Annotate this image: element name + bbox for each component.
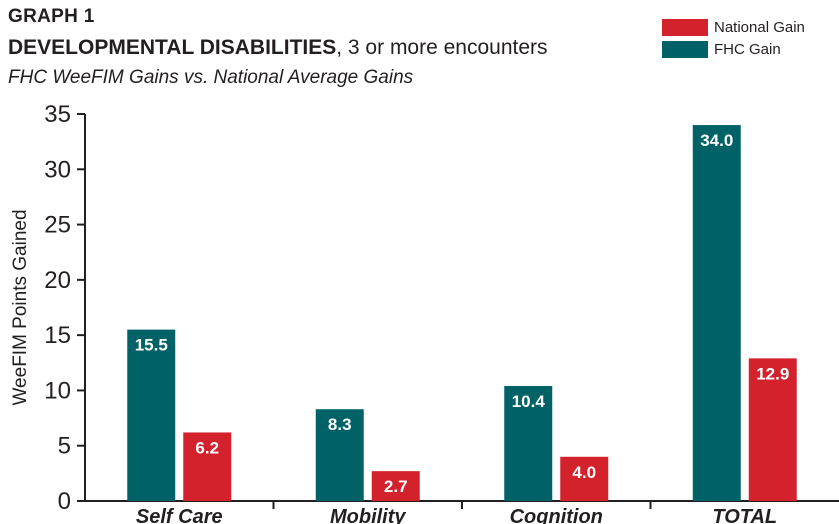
data-label-fhc-gain: 34.0 xyxy=(700,131,733,150)
data-label-national-gain: 2.7 xyxy=(384,477,408,496)
chart-title: DEVELOPMENTAL DISABILITIES, 3 or more en… xyxy=(8,36,548,60)
data-label-national-gain: 12.9 xyxy=(756,364,789,383)
y-tick-label: 15 xyxy=(44,322,71,349)
x-category-label: Self Care xyxy=(136,506,223,524)
legend-swatch-fhc xyxy=(662,40,708,58)
chart-title-rest: , 3 or more encounters xyxy=(336,36,548,59)
legend-item-fhc: FHC Gain xyxy=(662,39,805,59)
legend-item-national: National Gain xyxy=(662,17,805,37)
bar-fhc-gain xyxy=(692,125,741,502)
graph-label: GRAPH 1 xyxy=(8,6,95,27)
bar-fhc-gain xyxy=(315,409,364,501)
y-axis-title: WeeFIM Points Gained xyxy=(10,209,31,405)
bar-national-gain xyxy=(560,456,609,501)
y-tick-label: 20 xyxy=(44,267,71,294)
x-category-label: Mobility xyxy=(330,506,406,524)
data-label-national-gain: 4.0 xyxy=(572,463,596,482)
data-label-fhc-gain: 10.4 xyxy=(512,392,546,411)
y-tick-label: 25 xyxy=(44,212,71,239)
chart-subtitle: FHC WeeFIM Gains vs. National Average Ga… xyxy=(8,67,414,88)
legend-label-national: National Gain xyxy=(714,18,805,36)
y-tick-label: 10 xyxy=(44,377,71,404)
x-category-label: Cognition xyxy=(510,506,603,524)
chart-title-bold: DEVELOPMENTAL DISABILITIES xyxy=(8,36,337,59)
data-label-fhc-gain: 15.5 xyxy=(135,336,168,355)
legend-swatch-national xyxy=(662,18,708,36)
x-category-label: TOTAL xyxy=(712,506,777,524)
y-tick-label: 30 xyxy=(44,156,71,183)
y-tick-label: 35 xyxy=(44,101,71,128)
y-tick-label: 0 xyxy=(58,488,71,515)
legend: National Gain FHC Gain xyxy=(662,17,805,61)
data-label-national-gain: 6.2 xyxy=(195,438,219,457)
bar-fhc-gain xyxy=(127,329,176,501)
legend-label-fhc: FHC Gain xyxy=(714,40,781,58)
bar-fhc-gain xyxy=(504,386,553,501)
y-tick-label: 5 xyxy=(58,433,71,460)
data-label-fhc-gain: 8.3 xyxy=(328,415,352,434)
bar-national-gain xyxy=(371,471,420,501)
bar-national-gain xyxy=(748,358,797,501)
bar-national-gain xyxy=(183,432,232,501)
